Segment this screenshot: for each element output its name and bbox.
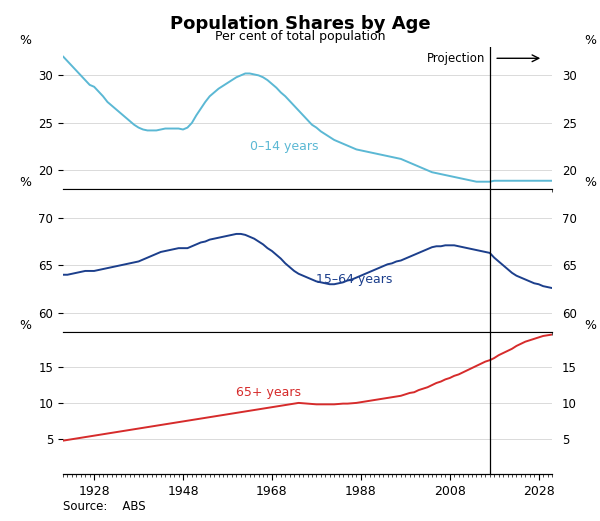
Text: 0–14 years: 0–14 years	[250, 140, 318, 153]
Text: 15–64 years: 15–64 years	[316, 273, 393, 286]
Text: 65+ years: 65+ years	[236, 386, 301, 399]
Text: %: %	[19, 319, 31, 332]
Text: %: %	[584, 319, 596, 332]
Text: Projection: Projection	[427, 52, 485, 65]
Text: Per cent of total population: Per cent of total population	[215, 30, 385, 43]
Text: %: %	[19, 176, 31, 189]
Text: %: %	[19, 34, 31, 47]
Text: %: %	[584, 34, 596, 47]
Text: %: %	[584, 176, 596, 189]
Text: Source:    ABS: Source: ABS	[63, 500, 146, 513]
Text: Population Shares by Age: Population Shares by Age	[170, 15, 430, 33]
